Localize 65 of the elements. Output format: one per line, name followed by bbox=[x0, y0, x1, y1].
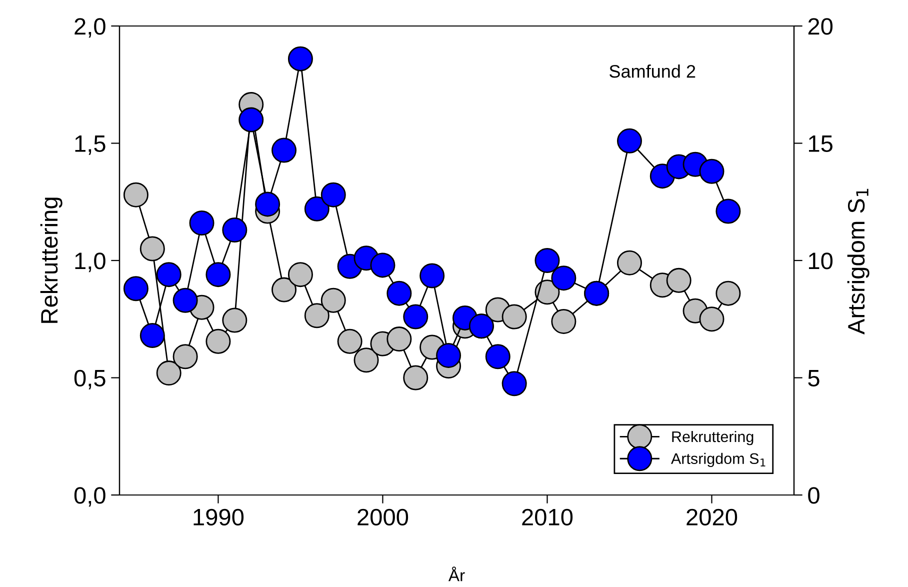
point bbox=[123, 276, 148, 302]
point bbox=[502, 304, 527, 330]
point bbox=[337, 328, 362, 354]
y2-axis-title: Artsrigdom S$_{1}$ bbox=[847, 188, 870, 334]
point bbox=[716, 198, 741, 224]
point bbox=[551, 266, 576, 291]
point bbox=[222, 308, 248, 333]
y-tick-label: 1,0 bbox=[75, 252, 106, 272]
y2-tick-label: 10 bbox=[808, 252, 833, 270]
point bbox=[156, 360, 182, 386]
annotation: Samfund 2 bbox=[610, 64, 696, 78]
point bbox=[403, 304, 428, 330]
point bbox=[304, 196, 330, 222]
y-tick-label: 1,5 bbox=[75, 136, 106, 155]
point bbox=[272, 277, 297, 302]
point bbox=[222, 218, 248, 243]
y-axis-title: Rekruttering bbox=[40, 198, 62, 323]
point bbox=[255, 192, 280, 217]
point bbox=[354, 348, 379, 373]
point bbox=[616, 128, 642, 154]
point bbox=[370, 252, 396, 278]
point bbox=[699, 306, 724, 332]
y2-tick-label: 5 bbox=[808, 370, 820, 387]
point bbox=[288, 262, 313, 288]
point bbox=[403, 365, 428, 390]
point bbox=[616, 250, 642, 276]
y2-tick-label: 0 bbox=[808, 487, 820, 504]
point bbox=[551, 308, 576, 334]
point bbox=[666, 268, 692, 293]
point bbox=[172, 288, 198, 313]
point bbox=[320, 182, 346, 208]
point bbox=[123, 182, 148, 208]
point bbox=[206, 262, 231, 288]
point bbox=[156, 262, 182, 288]
x-tick-label: 2020 bbox=[686, 508, 738, 526]
point bbox=[304, 303, 330, 328]
point bbox=[534, 248, 560, 273]
point bbox=[140, 323, 165, 348]
point bbox=[436, 342, 462, 368]
point bbox=[206, 328, 231, 354]
point bbox=[172, 344, 198, 370]
point bbox=[320, 288, 346, 313]
x-tick-label: 2000 bbox=[358, 508, 408, 526]
point bbox=[386, 326, 412, 352]
y-tick-label: 0,0 bbox=[74, 487, 106, 507]
point bbox=[502, 371, 527, 396]
point bbox=[716, 280, 741, 306]
point bbox=[238, 107, 264, 132]
point bbox=[485, 344, 510, 370]
y2-tick-label: 15 bbox=[808, 136, 832, 152]
y-tick-label: 0,5 bbox=[74, 370, 106, 390]
point bbox=[272, 138, 297, 163]
legend-label: Artsrigdom S$_{1}$ bbox=[671, 452, 766, 468]
y-tick-label: 2,0 bbox=[74, 18, 106, 38]
x-tick-label: 2010 bbox=[522, 508, 573, 526]
legend-label: Rekruttering bbox=[672, 430, 754, 446]
x-axis-title: År bbox=[448, 566, 465, 582]
point bbox=[189, 210, 214, 236]
point bbox=[288, 46, 313, 72]
point bbox=[699, 158, 724, 184]
y2-tick-label: 20 bbox=[808, 18, 833, 35]
point bbox=[140, 236, 165, 262]
point bbox=[386, 280, 412, 306]
point bbox=[420, 263, 445, 288]
x-tick-label: 1990 bbox=[194, 508, 244, 526]
